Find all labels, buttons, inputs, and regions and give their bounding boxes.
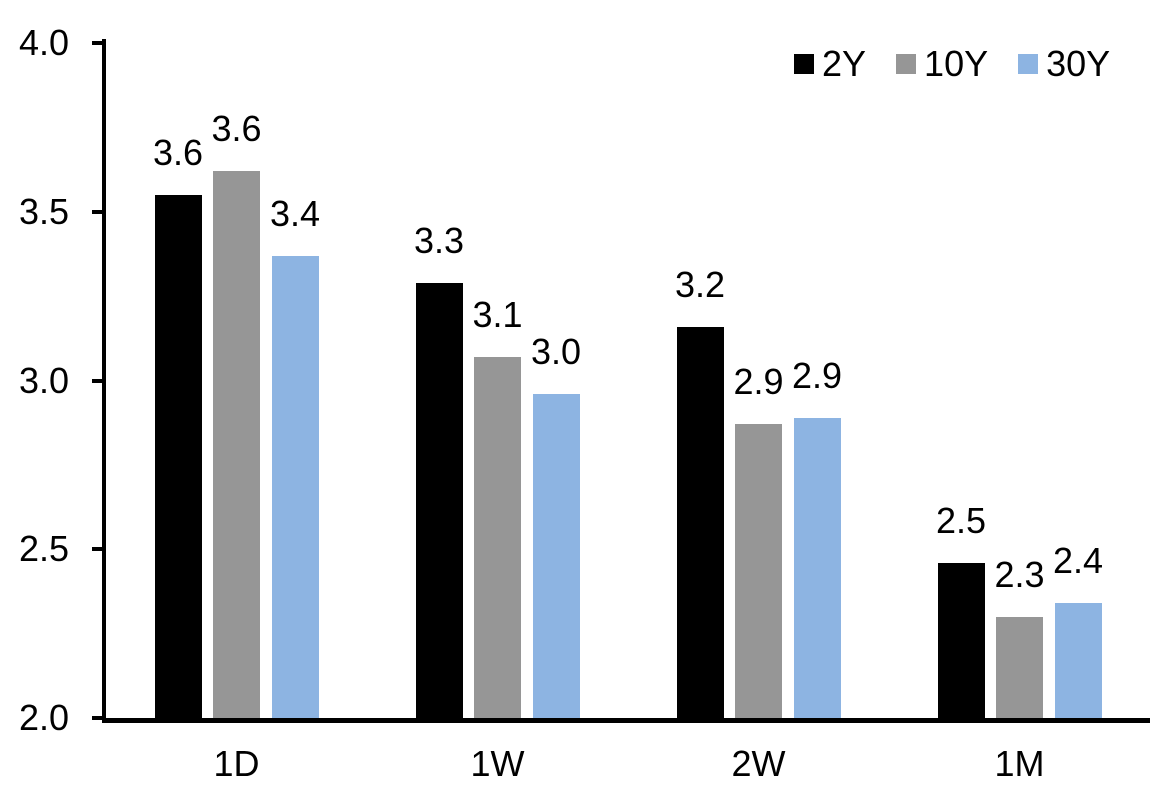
y-axis-line bbox=[102, 39, 106, 723]
y-tick-mark bbox=[92, 547, 102, 552]
bar-10y-1d bbox=[213, 171, 260, 718]
bar-value-label: 2.3 bbox=[994, 553, 1045, 595]
y-tick-mark bbox=[92, 716, 102, 720]
bar-value-label: 3.6 bbox=[152, 131, 204, 173]
legend-label: 10Y bbox=[924, 43, 989, 84]
x-category-label: 1W bbox=[470, 743, 525, 784]
y-tick-label: 2.5 bbox=[18, 528, 69, 570]
legend-item-10y: 10Y bbox=[896, 44, 988, 84]
bar-10y-1w bbox=[474, 356, 521, 718]
legend-label: 30Y bbox=[1046, 43, 1111, 84]
bar-10y-2w bbox=[735, 424, 782, 718]
bar-10y-1m bbox=[996, 616, 1043, 718]
legend: 2Y 10Y 30Y bbox=[794, 44, 1110, 84]
bar-value-label: 3.1 bbox=[472, 293, 523, 335]
legend-swatch-icon bbox=[896, 54, 917, 74]
legend-swatch-icon bbox=[794, 54, 814, 74]
bar-value-label: 3.6 bbox=[211, 108, 262, 150]
bar-30y-2w bbox=[793, 417, 841, 718]
bar-value-label: 2.5 bbox=[935, 499, 987, 541]
bar-value-label: 2.9 bbox=[791, 354, 843, 396]
y-tick-label: 3.5 bbox=[18, 190, 69, 232]
legend-swatch-icon bbox=[1018, 54, 1039, 74]
x-category-label: 1M bbox=[994, 743, 1045, 784]
legend-item-30y: 30Y bbox=[1018, 44, 1110, 84]
y-tick-mark bbox=[92, 209, 102, 214]
x-category-label: 2W bbox=[731, 743, 786, 784]
y-tick-label: 4.0 bbox=[18, 22, 69, 63]
y-tick-label: 2.0 bbox=[18, 697, 69, 738]
bar-30y-1d bbox=[271, 255, 319, 718]
y-tick-mark bbox=[92, 378, 102, 383]
bar-2y-1w bbox=[415, 282, 463, 718]
bar-2y-1d bbox=[154, 194, 202, 718]
bar-value-label: 3.0 bbox=[530, 331, 582, 372]
legend-label: 2Y bbox=[822, 43, 867, 84]
bar-2y-2w bbox=[676, 326, 724, 718]
bar-value-label: 3.3 bbox=[413, 219, 465, 261]
x-axis-line bbox=[102, 718, 1150, 723]
y-tick-label: 3.0 bbox=[18, 359, 69, 401]
bar-value-label: 2.4 bbox=[1052, 540, 1104, 582]
bar-value-label: 3.4 bbox=[269, 192, 321, 234]
bar-30y-1w bbox=[532, 394, 580, 718]
bar-2y-1m bbox=[937, 562, 985, 718]
bar-value-label: 3.2 bbox=[674, 263, 726, 305]
y-tick-mark bbox=[92, 41, 102, 45]
legend-item-2y: 2Y bbox=[794, 44, 866, 84]
bar-value-label: 2.9 bbox=[733, 361, 784, 403]
bar-30y-1m bbox=[1054, 603, 1102, 718]
x-category-label: 1D bbox=[213, 743, 260, 784]
